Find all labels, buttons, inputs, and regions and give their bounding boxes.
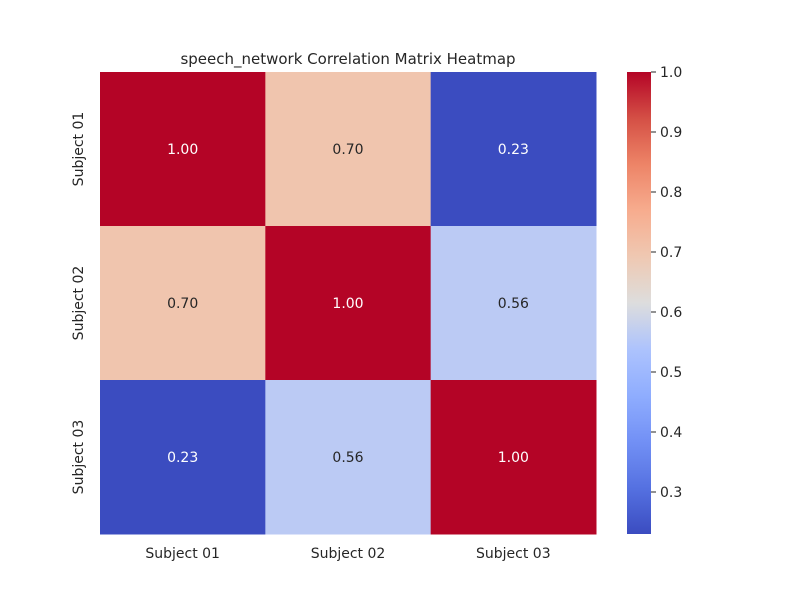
heatmap-cell-label-r1-c1: 1.00	[167, 142, 198, 158]
heatmap-cells	[100, 72, 597, 535]
heatmap-cell-r1-c2	[265, 72, 432, 227]
heatmap-cell-r1-c1	[100, 72, 266, 227]
heatmap-cell-label-r3-c2: 0.56	[332, 450, 363, 466]
heatmap-cell-label-r2-c1: 0.70	[167, 296, 198, 312]
x-axis-tick-labels: Subject 01 Subject 02 Subject 03	[145, 546, 550, 562]
colorbar-tick-label-3: 0.5	[660, 365, 682, 381]
chart-title: speech_network Correlation Matrix Heatma…	[180, 50, 515, 69]
heatmap-cell-labels: 1.00 0.70 0.23 0.70 1.00 0.56 0.23 0.56 1.00	[167, 142, 529, 466]
heatmap-cell-r3-c3	[430, 380, 597, 535]
colorbar-tick-label-8: 1.0	[660, 65, 682, 81]
x-tick-label-2: Subject 02	[311, 546, 386, 562]
heatmap-cell-label-r2-c3: 0.56	[498, 296, 529, 312]
heatmap-cell-label-r1-c3: 0.23	[498, 142, 529, 158]
colorbar-tick-label-6: 0.8	[660, 185, 682, 201]
colorbar-tick-label-4: 0.6	[660, 305, 682, 321]
heatmap-cell-label-r3-c1: 0.23	[167, 450, 198, 466]
colorbar-gradient	[627, 72, 651, 534]
colorbar-tick-label-7: 0.9	[660, 125, 682, 141]
heatmap-cell-label-r3-c3: 1.00	[498, 450, 529, 466]
heatmap-cell-label-r2-c2: 1.00	[332, 296, 363, 312]
heatmap-cell-r3-c2	[265, 380, 432, 535]
y-axis-tick-labels: Subject 01 Subject 02 Subject 03	[71, 112, 87, 495]
colorbar-tick-label-2: 0.4	[660, 425, 682, 441]
heatmap-cell-label-r1-c2: 0.70	[332, 142, 363, 158]
y-tick-label-1: Subject 01	[71, 112, 87, 187]
heatmap-cell-r2-c3	[430, 226, 597, 381]
x-tick-label-1: Subject 01	[145, 546, 220, 562]
colorbar-tick-label-5: 0.7	[660, 245, 682, 261]
heatmap-cell-r3-c1	[100, 380, 266, 535]
x-tick-label-3: Subject 03	[476, 546, 551, 562]
heatmap-cell-r2-c1	[100, 226, 266, 381]
colorbar: 0.3 0.4 0.5 0.6 0.7 0.8 0.9 1.0	[627, 65, 682, 534]
heatmap-cell-r1-c3	[430, 72, 597, 227]
heatmap-cell-r2-c2	[265, 226, 432, 381]
y-tick-label-2: Subject 02	[71, 266, 87, 341]
y-tick-label-3: Subject 03	[71, 420, 87, 495]
colorbar-tick-label-1: 0.3	[660, 485, 682, 501]
